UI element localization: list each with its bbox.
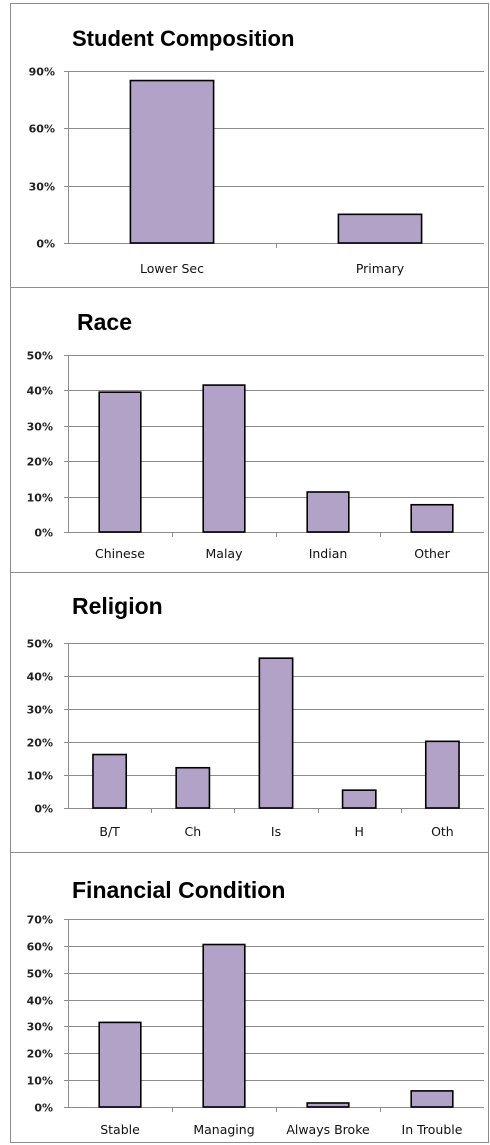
panel-border [10,287,489,573]
x-category-label: Malay [206,546,244,561]
y-tick-label: 0% [34,803,53,816]
chart-panel-2: Race 0% 10% 20% 30% 40% 50% Chinese Malay Indian O… [10,287,489,573]
y-tick-label: 30% [27,1021,53,1034]
y-tick-label: 20% [27,737,53,750]
x-category-label: B/T [99,824,120,839]
x-category-label: Indian [309,546,348,561]
y-tick-label: 10% [27,492,53,505]
chart-title: Financial Condition [72,877,285,903]
panel-border [10,572,489,853]
x-category-label: Stable [100,1122,140,1137]
chart-panel-1: Student Composition 0% 30% 60% 90% Lower Sec P… [10,3,489,288]
y-tick-label: 10% [27,1075,53,1088]
y-tick-label: 60% [29,123,55,136]
y-tick-label: 60% [27,941,53,954]
chart-title: Student Composition [72,26,294,51]
bar [129,79,215,244]
bar [92,753,128,809]
y-tick-label: 20% [27,1048,53,1061]
bar [98,1021,142,1108]
bar [98,391,142,533]
bar [258,657,294,809]
bar [410,503,454,533]
y-tick-label: 0% [34,527,53,540]
x-category-label: Lower Sec [140,261,204,276]
chart-title: Race [77,309,132,335]
y-tick-label: 50% [27,638,53,651]
bar [306,491,350,533]
x-category-label: Managing [193,1122,254,1137]
y-tick-label: 90% [29,66,55,79]
y-tick-label: 0% [36,238,55,251]
y-tick-label: 40% [27,385,53,398]
y-tick-label: 30% [29,181,55,194]
x-category-label: Oth [431,824,454,839]
bar [175,766,211,809]
bar [341,789,377,809]
y-tick-label: 40% [27,995,53,1008]
y-tick-label: 0% [34,1102,53,1115]
bar [202,943,246,1108]
bar [424,740,460,809]
x-category-label: Is [271,824,281,839]
y-tick-label: 70% [27,914,53,927]
bar [306,1102,350,1108]
bar [337,213,423,244]
x-category-label: H [354,824,363,839]
y-tick-label: 30% [27,704,53,717]
bar [410,1090,454,1108]
x-category-label: Chinese [95,546,145,561]
x-category-label: Always Broke [286,1122,370,1137]
x-category-label: In Trouble [402,1122,463,1137]
chart-title: Religion [72,593,163,619]
bar [202,384,246,533]
y-tick-label: 40% [27,671,53,684]
x-category-label: Other [414,546,450,561]
x-category-label: Primary [356,261,405,276]
y-tick-label: 50% [27,350,53,363]
panel-border [10,852,489,1143]
x-category-label: Ch [184,824,201,839]
y-tick-label: 50% [27,968,53,981]
y-tick-label: 10% [27,770,53,783]
y-tick-label: 30% [27,421,53,434]
chart-panel-4: Financial Condition 0% 10% 20% 30% 40% 50% 60% 7… [10,852,489,1143]
chart-panel-3: Religion 0% 10% 20% 30% 40% 50% B/T Ch Is H Oth [10,572,489,853]
y-tick-label: 20% [27,456,53,469]
